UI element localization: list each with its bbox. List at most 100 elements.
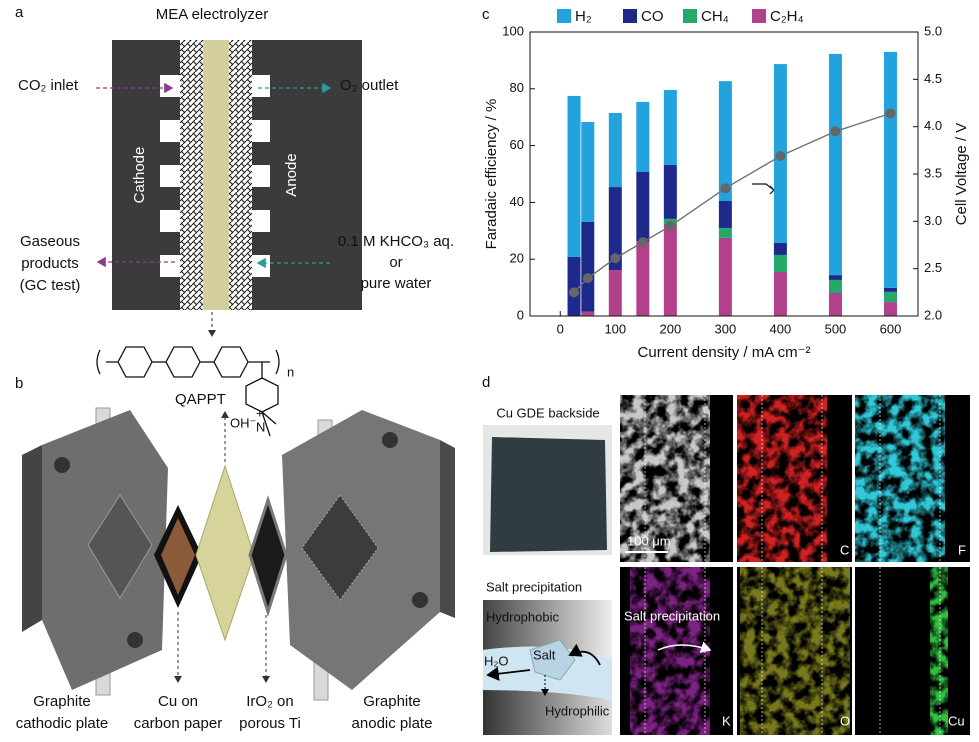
shape	[252, 165, 270, 187]
shape	[740, 567, 850, 735]
voltage-point	[610, 253, 621, 264]
plate-side	[440, 440, 455, 618]
y2-tick-label: 4.0	[924, 118, 942, 133]
legend-label: H₂	[575, 8, 592, 25]
x-tick-label: 300	[715, 321, 737, 336]
y2-tick-label: 5.0	[924, 23, 942, 38]
y-tick-label: 100	[502, 23, 524, 38]
bar-segment	[663, 89, 677, 165]
salt-label: Salt	[533, 647, 556, 662]
bar-segment	[663, 223, 677, 316]
x-tick-label: 400	[770, 321, 792, 336]
anode-label: Anode	[283, 153, 300, 196]
bar-segment	[828, 275, 842, 280]
y2-tick-label: 3.0	[924, 213, 942, 228]
text-line: 0.1 M KHCO₃ aq.	[338, 233, 454, 250]
bar-segment	[828, 53, 842, 276]
schematic-title: Salt precipitation	[486, 579, 582, 594]
voltage-point	[582, 273, 593, 284]
shape	[855, 395, 945, 562]
bar-segment	[636, 101, 650, 173]
bar-segment	[718, 81, 732, 201]
axis-pointer	[752, 183, 775, 195]
flow-field	[87, 494, 153, 599]
shape	[248, 349, 280, 375]
shape	[930, 567, 948, 735]
hole	[382, 432, 398, 448]
text-line: (GC test)	[20, 277, 81, 294]
maps	[620, 395, 970, 735]
counterion: OH⁻	[230, 415, 256, 430]
bar-segment	[663, 164, 677, 219]
o2-outlet-label: O₂ outlet	[340, 77, 399, 94]
shape	[160, 210, 180, 232]
shape	[620, 395, 710, 562]
part-label: Graphite cathodic plate	[16, 693, 109, 732]
hydrophilic-layer	[483, 690, 612, 735]
flow-channels	[160, 75, 270, 277]
plate-side	[22, 445, 42, 632]
legend-swatch	[623, 9, 637, 23]
cu-electrode-face	[161, 518, 195, 595]
legend-label: CH₄	[701, 8, 729, 25]
bar-segment	[883, 302, 897, 316]
panel-letter: b	[15, 375, 23, 392]
shape	[252, 120, 270, 142]
bar-segment	[828, 279, 842, 293]
part-label: IrO₂ on porous Ti	[239, 693, 301, 732]
electrolyte-label: 0.1 M KHCO₃ aq. or pure water	[338, 233, 454, 292]
voltage-point	[830, 126, 841, 137]
shape	[160, 75, 180, 97]
bar-segment	[581, 311, 595, 316]
hole	[54, 457, 70, 473]
water-label: H₂O	[484, 653, 509, 668]
y2-axis-title: Cell Voltage / V	[953, 123, 970, 226]
legend-swatch	[752, 9, 766, 23]
panel-title: MEA electrolyzer	[156, 6, 269, 23]
bar-segment	[567, 95, 581, 257]
shape	[160, 120, 180, 142]
shape	[657, 641, 712, 653]
k-note: Salt precipitation	[624, 608, 720, 623]
bar-segment	[567, 256, 581, 316]
voltage-point	[720, 183, 731, 194]
arrow	[568, 643, 601, 666]
co2-inlet-label: CO₂ inlet	[18, 77, 79, 94]
repeat-n: n	[287, 364, 294, 379]
panel-b: b Graphite cathodic plate Cu on carbon pap…	[15, 375, 455, 732]
text-line: pure water	[361, 275, 432, 292]
text-line: Graphite	[363, 693, 421, 710]
bar-segment	[608, 112, 622, 188]
shape	[160, 255, 180, 277]
bar-segment	[718, 227, 732, 238]
text-line: Cu on	[158, 693, 198, 710]
shape	[160, 165, 180, 187]
voltage-point	[775, 151, 786, 162]
x-axis-title: Current density / mA cm⁻²	[638, 344, 811, 361]
shape	[213, 346, 249, 378]
shape	[117, 346, 153, 378]
voltage-point	[665, 221, 676, 232]
shape	[630, 567, 710, 735]
anode-gde	[229, 40, 252, 310]
text-line: products	[21, 255, 79, 272]
y-tick-label: 60	[510, 137, 524, 152]
x-tick-label: 600	[880, 321, 902, 336]
panel-letter: a	[15, 4, 24, 21]
bar-segment	[828, 292, 842, 316]
text-line: carbon paper	[134, 715, 222, 732]
text-line: Graphite	[33, 693, 91, 710]
map-label: C	[840, 542, 849, 557]
y-tick-label: 0	[517, 307, 524, 322]
flow-field	[301, 494, 379, 601]
y2-tick-label: 2.5	[924, 260, 942, 275]
shape	[737, 395, 827, 562]
salt-crystal	[529, 639, 576, 681]
bar-segment	[773, 243, 787, 255]
panel-letter: d	[482, 374, 490, 391]
bar-segment	[636, 241, 650, 316]
x-tick-label: 500	[825, 321, 847, 336]
photo-title: Cu GDE backside	[496, 405, 599, 420]
shape	[855, 567, 970, 735]
